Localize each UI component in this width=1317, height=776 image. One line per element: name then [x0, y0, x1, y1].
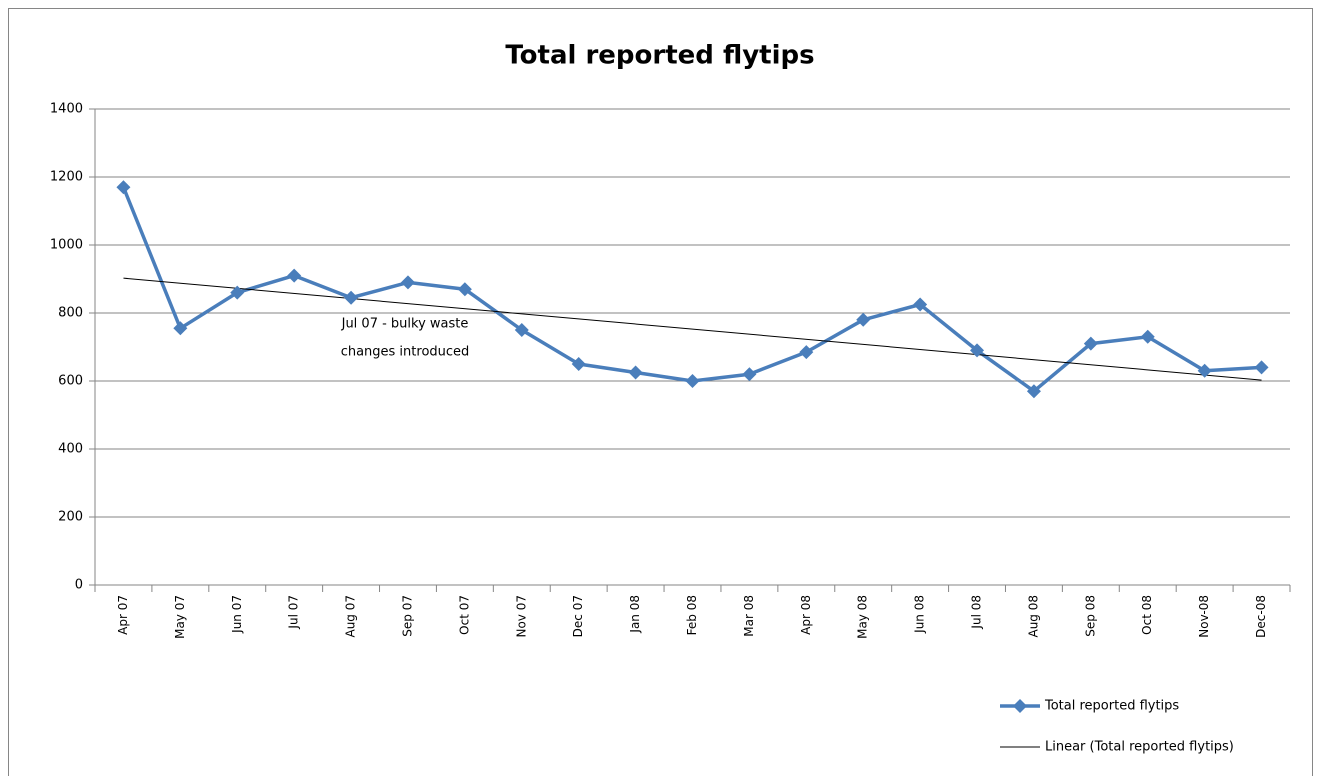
x-tick-label: Sep 07 — [400, 595, 414, 637]
x-tick-label: Nov 07 — [514, 595, 528, 638]
marker — [230, 285, 245, 300]
x-tick-label: Aug 08 — [1026, 595, 1040, 638]
legend-marker — [1013, 699, 1027, 713]
marker — [1197, 363, 1212, 378]
marker — [1026, 384, 1041, 399]
y-tick-label: 600 — [58, 374, 83, 389]
chart-title: Total reported flytips — [505, 41, 814, 71]
legend-label: Total reported flytips — [1044, 699, 1179, 714]
marker — [400, 275, 415, 290]
x-tick-label: Nov-08 — [1197, 595, 1211, 638]
x-tick-label: Jun 08 — [913, 595, 927, 634]
marker — [1140, 329, 1155, 344]
marker — [913, 297, 928, 312]
x-tick-label: Jul 08 — [970, 595, 984, 630]
chart-frame — [8, 8, 1313, 776]
marker — [1083, 336, 1098, 351]
marker — [116, 180, 131, 195]
x-tick-label: Apr 07 — [116, 595, 130, 635]
y-tick-label: 1000 — [50, 238, 83, 253]
x-tick-label: Feb 08 — [685, 595, 699, 635]
marker — [571, 357, 586, 371]
y-tick-label: 1200 — [50, 170, 83, 185]
x-tick-label: May 08 — [856, 595, 870, 639]
marker — [1254, 360, 1269, 375]
marker — [173, 321, 188, 336]
y-tick-label: 1400 — [50, 102, 83, 117]
x-tick-label: May 07 — [173, 595, 187, 639]
marker — [742, 367, 757, 382]
marker — [685, 374, 700, 388]
x-tick-label: Oct 08 — [1140, 595, 1154, 635]
marker — [970, 343, 985, 358]
y-tick-label: 200 — [58, 510, 83, 525]
trend-line — [123, 277, 1262, 381]
y-tick-label: 0 — [75, 578, 83, 593]
marker — [628, 365, 643, 380]
x-tick-label: Sep 08 — [1083, 595, 1097, 637]
x-tick-label: Dec 07 — [571, 595, 585, 637]
annotation: changes introduced — [341, 345, 470, 360]
annotation: Jul 07 - bulky waste — [341, 317, 469, 332]
legend-label: Linear (Total reported flytips) — [1045, 740, 1234, 755]
x-tick-label: Oct 07 — [457, 595, 471, 635]
x-tick-label: Mar 08 — [742, 595, 756, 637]
marker — [344, 290, 359, 305]
marker — [799, 345, 814, 360]
y-tick-label: 800 — [58, 306, 83, 321]
marker — [287, 268, 302, 283]
x-tick-label: Aug 07 — [344, 595, 358, 638]
marker — [514, 323, 529, 337]
marker — [457, 282, 472, 297]
x-tick-label: Jun 07 — [230, 595, 244, 634]
x-tick-label: Dec-08 — [1254, 595, 1268, 638]
x-tick-label: Jan 08 — [628, 595, 642, 634]
x-tick-label: Apr 08 — [799, 595, 813, 635]
x-tick-label: Jul 07 — [287, 595, 301, 630]
y-tick-label: 400 — [58, 442, 83, 457]
marker — [856, 312, 871, 327]
